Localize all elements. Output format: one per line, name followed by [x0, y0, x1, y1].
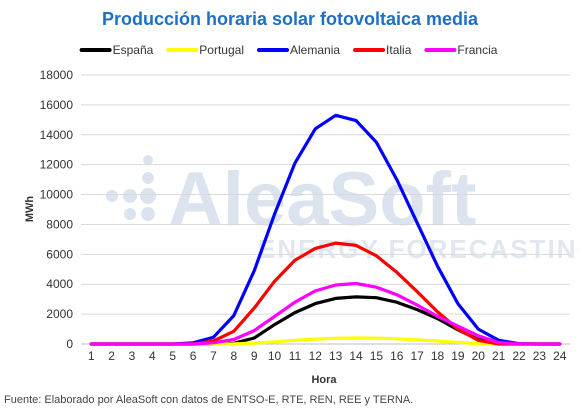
legend: España Portugal Alemania Italia Francia: [79, 43, 498, 57]
y-tick-label: 18000: [40, 68, 74, 82]
x-tick-label: 23: [533, 349, 547, 363]
legend-label-4: Francia: [457, 43, 497, 57]
x-tick-label: 5: [169, 349, 176, 363]
legend-label-3: Italia: [386, 43, 412, 57]
x-tick-label: 24: [553, 349, 567, 363]
x-tick-label: 10: [268, 349, 282, 363]
aleasoft-logo-dots: [106, 155, 156, 221]
x-tick-label: 14: [349, 349, 363, 363]
x-tick-label: 1: [88, 349, 95, 363]
source-footnote: Fuente: Elaborado por AleaSoft con datos…: [4, 394, 413, 406]
x-tick-label: 22: [512, 349, 526, 363]
legend-label-1: Portugal: [199, 43, 244, 57]
x-tick-label: 16: [390, 349, 404, 363]
y-tick-label: 2000: [46, 307, 73, 321]
y-tick-label: 0: [66, 337, 73, 351]
x-tick-label: 6: [190, 349, 197, 363]
y-tick-label: 12000: [40, 158, 74, 172]
x-tick-label: 15: [370, 349, 384, 363]
series-layer: [89, 113, 562, 346]
x-tick-label: 2: [108, 349, 115, 363]
x-tick-label: 11: [289, 349, 302, 363]
y-axis-label: MWh: [24, 196, 36, 223]
x-tick-label: 12: [309, 349, 323, 363]
y-tick-label: 10000: [40, 188, 74, 202]
x-tick-label: 3: [129, 349, 136, 363]
x-tick-label: 18: [431, 349, 445, 363]
x-tick-label: 20: [472, 349, 486, 363]
axes: 0 2000 4000 6000 8000 10000 12000 14000 16000 180…: [40, 68, 570, 363]
x-tick-label: 8: [230, 349, 237, 363]
watermark-tagline: ENERGY FORECASTING: [258, 234, 579, 264]
aleasoft-watermark: AleaSoft ENERGY FORECASTING: [106, 155, 579, 264]
y-tick-label: 14000: [40, 128, 74, 142]
x-tick-label: 9: [251, 349, 258, 363]
y-tick-label: 4000: [46, 277, 73, 291]
x-tick-label: 7: [210, 349, 217, 363]
x-tick-label: 21: [492, 349, 506, 363]
series-line-4: [89, 281, 562, 346]
x-tick-label: 17: [411, 349, 425, 363]
y-tick-label: 6000: [46, 247, 73, 261]
x-tick-label: 4: [149, 349, 156, 363]
watermark-name: AleaSoft: [168, 157, 476, 242]
x-tick-label: 19: [451, 349, 465, 363]
y-tick-label: 16000: [40, 98, 74, 112]
grid: [81, 74, 570, 315]
y-tick-label: 8000: [46, 217, 73, 231]
x-tick-label: 13: [329, 349, 343, 363]
legend-label-0: España: [113, 43, 154, 57]
chart-title: Producción horaria solar fotovoltaica me…: [102, 9, 479, 29]
x-axis-label: Hora: [311, 374, 337, 386]
legend-label-2: Alemania: [290, 43, 340, 57]
